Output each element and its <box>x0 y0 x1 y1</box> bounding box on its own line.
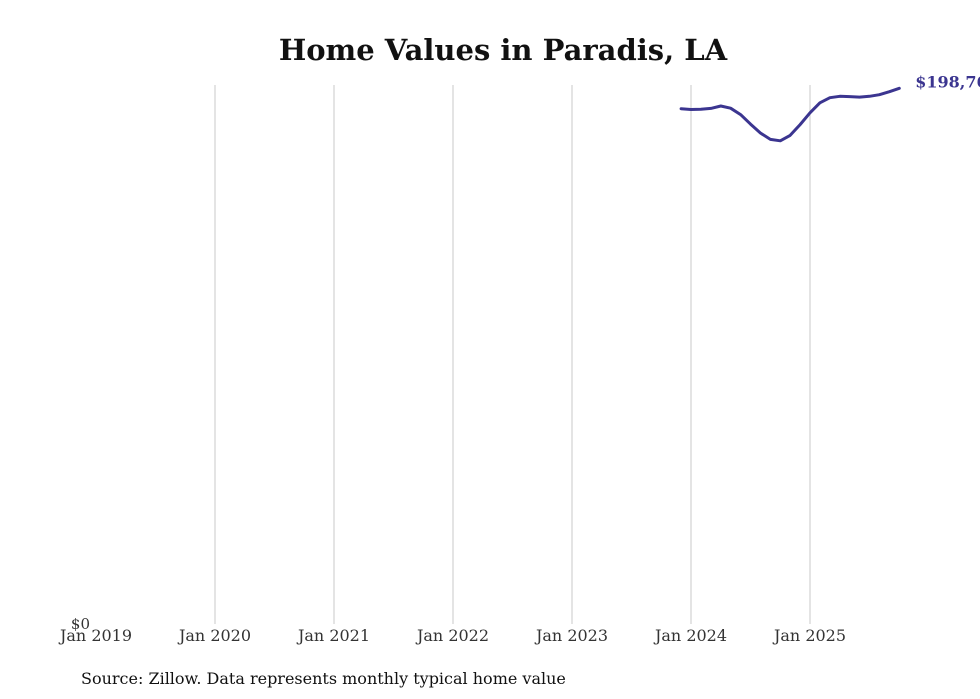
grid-lines <box>214 85 811 624</box>
series-layer: $198,768 <box>679 72 980 143</box>
series-line <box>679 86 901 143</box>
x-tick-label: Jan 2022 <box>415 626 489 645</box>
x-axis-ticks: Jan 2019 Jan 2020 Jan 2021 Jan 2022 Jan 2023… <box>58 626 846 645</box>
source-note: Source: Zillow. Data represents monthly … <box>81 669 566 688</box>
y-axis-ticks: $0 <box>71 615 90 633</box>
x-tick-label: Jan 2025 <box>772 626 846 645</box>
chart-title: Home Values in Paradis, LA <box>279 33 728 67</box>
x-tick-label: Jan 2023 <box>534 626 608 645</box>
end-value-label: $198,768 <box>915 72 980 91</box>
x-tick-label: Jan 2019 <box>58 626 132 645</box>
y-tick-label: $0 <box>71 615 90 633</box>
x-tick-label: Jan 2020 <box>177 626 251 645</box>
x-tick-label: Jan 2024 <box>653 626 727 645</box>
x-tick-label: Jan 2021 <box>296 626 370 645</box>
